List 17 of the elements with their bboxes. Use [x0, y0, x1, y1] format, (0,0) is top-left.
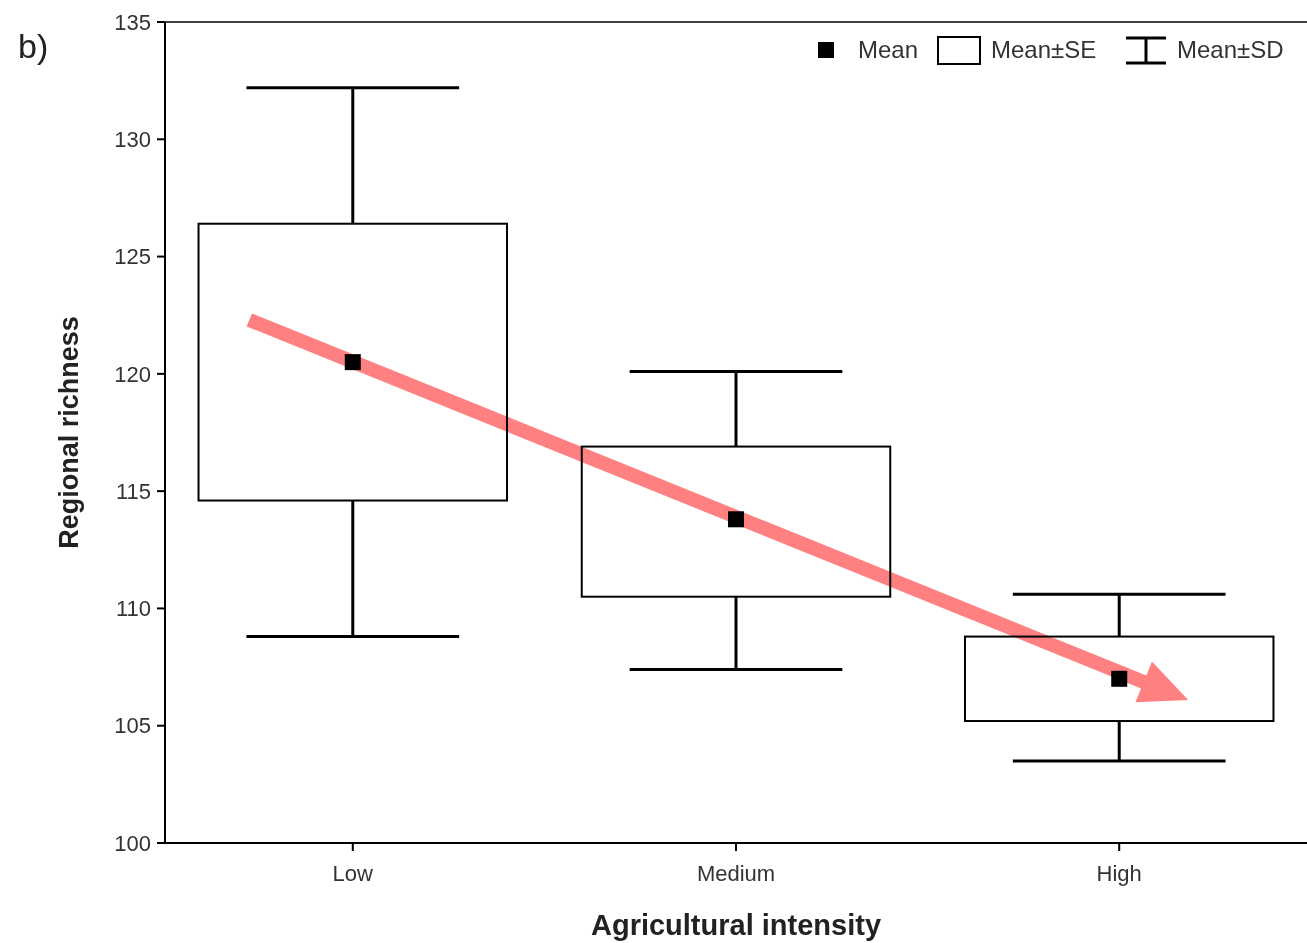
x-tick-label: Medium	[696, 861, 776, 886]
y-tick-label: 105	[114, 713, 151, 739]
annotation: Mean±SD	[1177, 36, 1284, 64]
y-tick-label: 125	[114, 244, 151, 270]
legend-label: Mean±SE	[991, 36, 1097, 64]
y-axis-title: Regional richness	[54, 316, 84, 549]
y-tick-label: 110	[115, 596, 151, 622]
text: b)	[18, 27, 49, 65]
y-tick-label: 100	[114, 830, 151, 856]
x-tick-label: High	[1096, 861, 1142, 886]
y-tick-label: 135	[114, 9, 151, 35]
annotation: Mean	[858, 36, 919, 64]
x-tick-label: Low	[332, 861, 374, 886]
y-tick-label: 120	[114, 361, 151, 387]
y-tick-label: 115	[115, 478, 151, 504]
x-axis-title: Agricultural intensity	[590, 909, 882, 941]
y-tick-label: 130	[114, 126, 151, 152]
